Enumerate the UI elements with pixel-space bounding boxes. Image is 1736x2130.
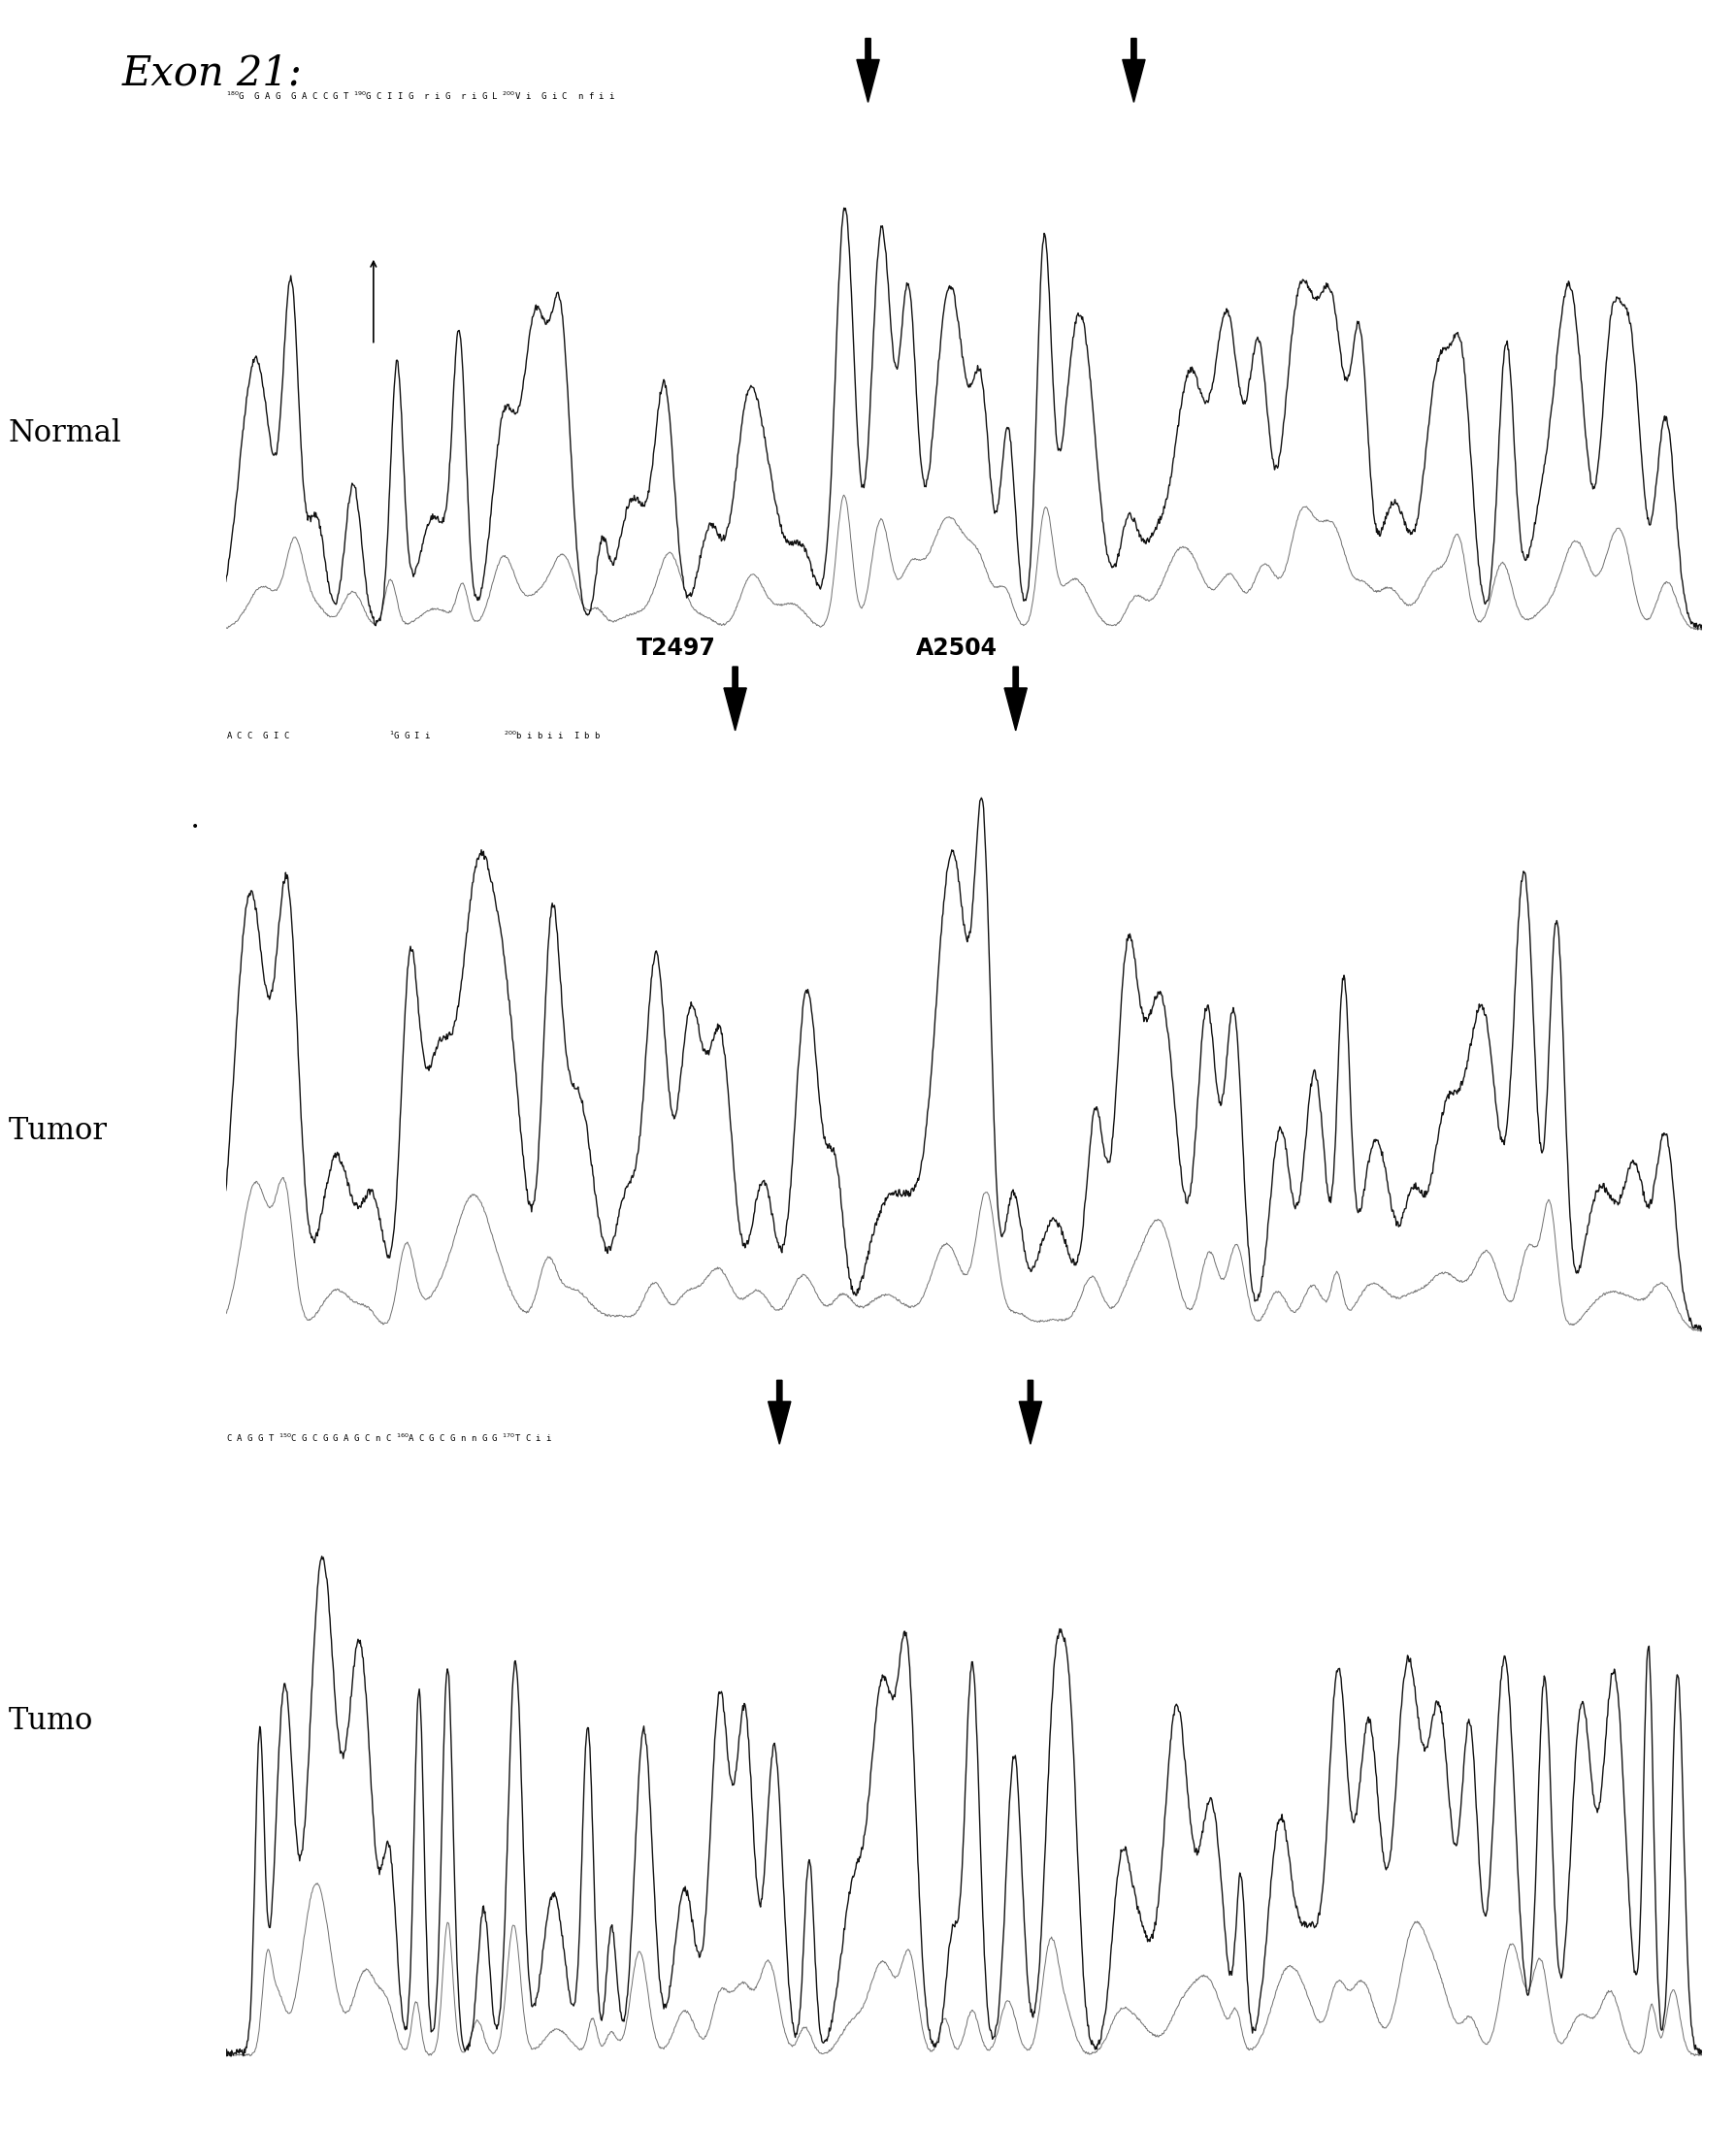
Text: Tumor: Tumor <box>9 1116 108 1146</box>
Text: C A G G T $^{150}$C G C G G A G C n C $^{160}$A C G C G n n G G $^{170}$T C i i: C A G G T $^{150}$C G C G G A G C n C $^… <box>226 1431 552 1444</box>
Text: A2504: A2504 <box>915 637 996 660</box>
Text: $^{180}$G  G A G  G A C C G T $^{190}$G C I I G  r i G  r i G L $^{200}$V i  G i: $^{180}$G G A G G A C C G T $^{190}$G C … <box>226 89 615 102</box>
Text: Tumo: Tumo <box>9 1706 94 1736</box>
Text: Normal: Normal <box>9 417 122 447</box>
Text: Exon 21:: Exon 21: <box>122 53 302 94</box>
Text: A C C  G I C                   $^{1}$G G I i              $^{200}$b i b i i  I b: A C C G I C $^{1}$G G I i $^{200}$b i b … <box>226 728 601 741</box>
Text: T2497: T2497 <box>635 637 715 660</box>
Text: •: • <box>191 820 200 833</box>
